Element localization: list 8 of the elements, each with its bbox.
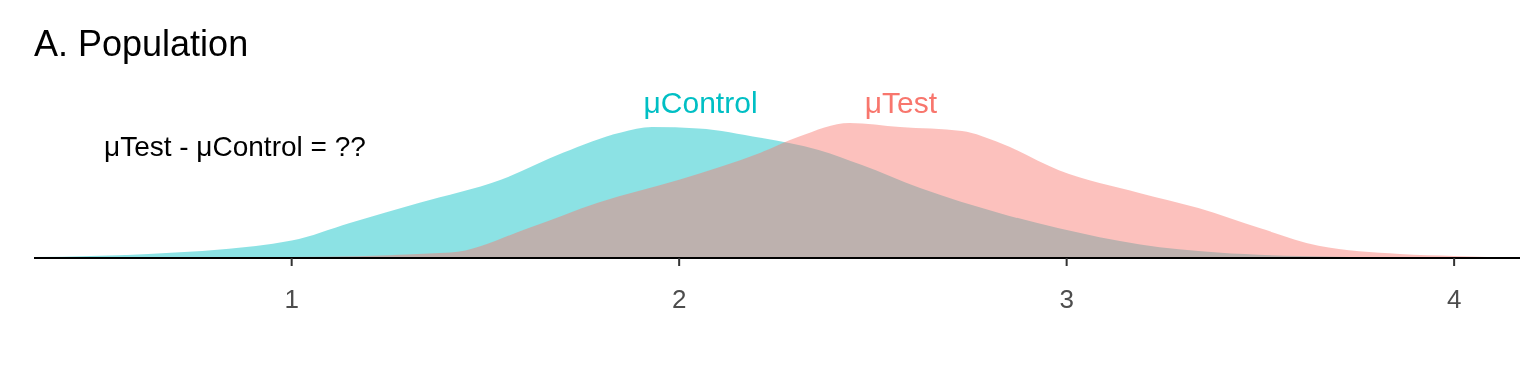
x-tick-label: 1 [284,284,299,314]
chart-title: A. Population [34,23,249,64]
series-label: μControl [643,86,758,119]
x-tick-label: 2 [671,284,687,314]
x-tick-label: 3 [1059,284,1074,314]
annotation: μTest - μControl = ?? [104,131,366,162]
series-label: μTest [864,86,938,119]
x-tick-label: 4 [1446,284,1462,314]
